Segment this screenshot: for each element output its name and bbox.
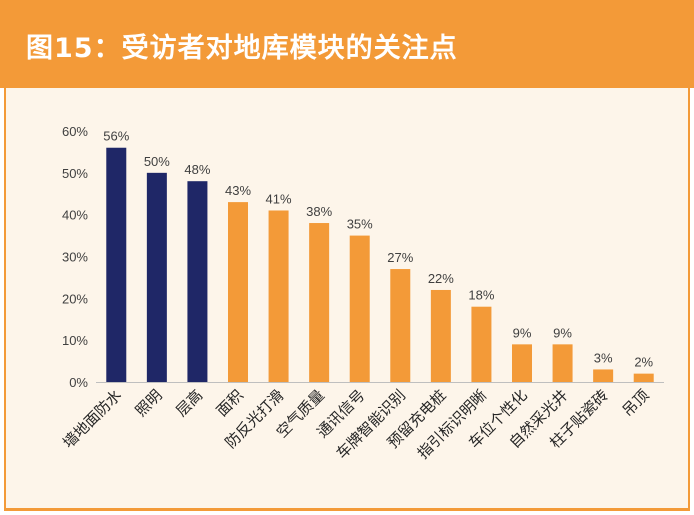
bar	[228, 202, 248, 382]
bar	[430, 289, 451, 382]
category-label: 面积	[213, 386, 247, 420]
bar	[633, 373, 654, 382]
title-banner: 图15：受访者对地库模块的关注点	[0, 0, 694, 88]
y-tick-label: 50%	[62, 166, 88, 181]
bar	[471, 306, 492, 382]
y-tick-label: 30%	[62, 250, 88, 265]
bar	[512, 344, 532, 382]
y-tick-label: 20%	[62, 291, 88, 306]
category-label: 照明	[132, 386, 166, 420]
data-label: 48%	[184, 162, 210, 177]
bar	[593, 369, 614, 382]
bar	[349, 235, 370, 382]
data-label: 9%	[553, 325, 572, 340]
y-tick-label: 60%	[62, 124, 88, 139]
bar	[187, 181, 208, 382]
data-label: 3%	[594, 350, 613, 365]
data-label: 43%	[225, 183, 251, 198]
data-label: 50%	[144, 154, 170, 169]
data-label: 18%	[468, 288, 494, 303]
bar	[390, 269, 411, 382]
y-tick-label: 40%	[62, 208, 88, 223]
data-label: 2%	[634, 355, 653, 370]
data-label: 27%	[387, 250, 413, 265]
data-label: 38%	[306, 204, 332, 219]
data-label: 22%	[428, 271, 454, 286]
category-label: 层高	[172, 386, 206, 420]
category-label: 吊顶	[619, 386, 653, 420]
figure-title: 图15：受访者对地库模块的关注点	[26, 33, 458, 64]
data-label: 35%	[347, 217, 373, 232]
bar	[552, 344, 573, 382]
bar	[106, 147, 127, 382]
y-tick-label: 10%	[62, 333, 88, 348]
y-tick-label: 0%	[69, 375, 88, 390]
data-label: 9%	[513, 325, 532, 340]
bar	[146, 172, 167, 382]
data-label: 56%	[103, 129, 129, 144]
bar	[268, 210, 289, 382]
category-label: 墙地面防水	[59, 386, 125, 452]
data-label: 41%	[266, 191, 292, 206]
bar	[309, 223, 330, 382]
